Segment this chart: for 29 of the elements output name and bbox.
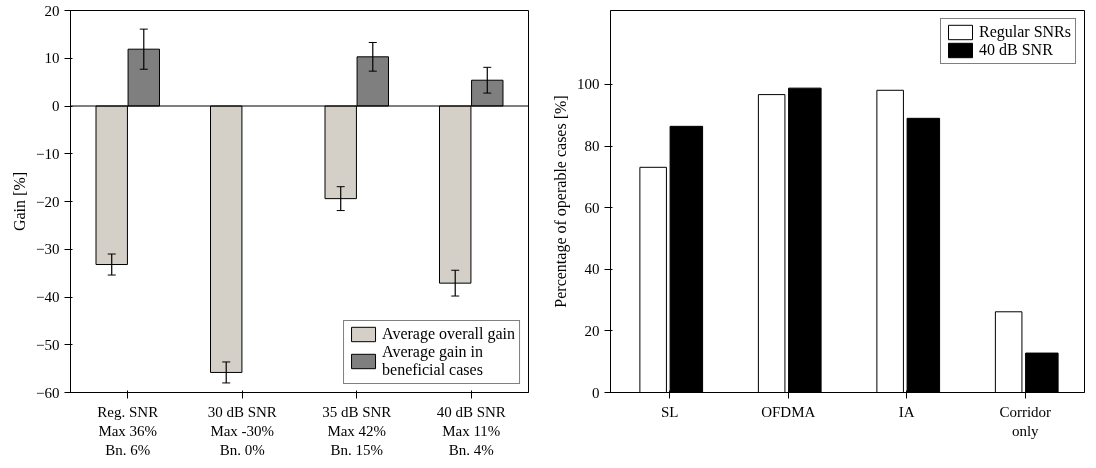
y-tick-label: 20 xyxy=(584,322,600,339)
y-tick-label: 100 xyxy=(577,76,600,93)
y-tick-label: 40 xyxy=(584,261,600,278)
x-tick-label: Reg. SNR Max 36% Bn. 6% xyxy=(97,403,159,458)
y-tick-label: 80 xyxy=(584,138,600,155)
legend-label: 40 dB SNR xyxy=(979,41,1053,59)
x-tick-label: 30 dB SNR Max -30% Bn. 0% xyxy=(207,403,277,458)
y-axis-title: Gain [%] xyxy=(11,171,29,232)
legend-label: Average gain in beneficial cases xyxy=(382,343,484,379)
y-tick-label: −50 xyxy=(36,336,60,353)
y-tick-label: 0 xyxy=(592,384,600,401)
y-tick-label: −10 xyxy=(36,145,60,162)
x-tick-label: SL xyxy=(661,403,679,420)
y-tick-label: −20 xyxy=(36,193,60,210)
x-tick-label: 35 dB SNR Max 42% Bn. 15% xyxy=(322,403,392,458)
y-tick-label: −30 xyxy=(36,241,60,258)
y-tick-label: −60 xyxy=(36,384,60,401)
x-tick-label: Corridor only xyxy=(999,403,1052,439)
x-tick-label: OFDMA xyxy=(761,403,816,420)
x-tick-label: IA xyxy=(898,403,915,420)
legend-label: Regular SNRs xyxy=(979,23,1071,41)
y-tick-label: 10 xyxy=(44,50,60,67)
legend-label: Average overall gain xyxy=(382,325,515,343)
y-tick-label: −40 xyxy=(36,289,60,305)
y-axis-title: Percentage of operable cases [%] xyxy=(552,95,570,308)
y-tick-label: 60 xyxy=(584,199,600,216)
x-tick-label: 40 dB SNR Max 11% Bn. 4% xyxy=(436,403,506,458)
y-tick-label: 20 xyxy=(44,2,60,19)
y-tick-label: 0 xyxy=(52,98,60,114)
